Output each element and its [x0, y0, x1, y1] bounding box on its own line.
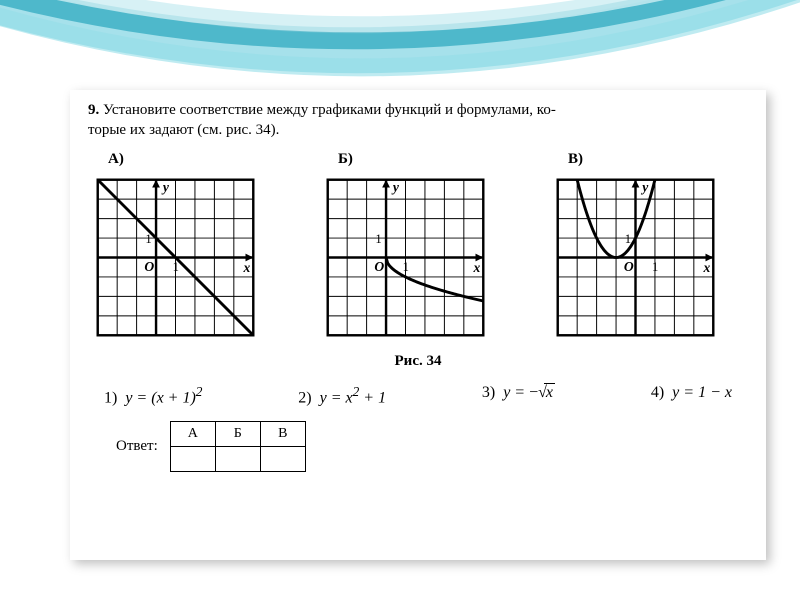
svg-text:O: O	[144, 259, 154, 274]
problem-statement: 9. Установите соответствие между графика…	[88, 100, 748, 141]
svg-text:1: 1	[652, 260, 658, 274]
svg-text:x: x	[703, 260, 711, 275]
svg-text:1: 1	[625, 231, 631, 245]
svg-text:1: 1	[173, 260, 179, 274]
answer-header-A: А	[170, 421, 215, 446]
answer-table: А Б В	[170, 421, 306, 472]
answer-header-B: Б	[215, 421, 260, 446]
graph-B-label: Б)	[318, 151, 518, 168]
svg-text:1: 1	[375, 231, 381, 245]
graphs-row: А) Ox y 1 1 Б) Ox y 1 1 В) Ox y 1 1	[88, 151, 748, 345]
graph-B-svg: Ox y 1 1	[318, 170, 493, 345]
problem-line2: торые их задают (см. рис. 34).	[88, 122, 279, 138]
answer-label: Ответ:	[116, 438, 158, 455]
answer-cell-A[interactable]	[170, 446, 215, 471]
graph-V-svg: Ox y 1 1	[548, 170, 723, 345]
graph-A-svg: Oxy11	[88, 170, 263, 345]
formulas-row: 1) y = (x + 1)2 2) y = x2 + 1 3) y = −x …	[104, 384, 732, 407]
graph-A: А) Oxy11	[88, 151, 288, 345]
svg-text:x: x	[243, 260, 251, 275]
formula-3: 3) y = −x	[482, 384, 555, 407]
figure-caption: Рис. 34	[88, 353, 748, 370]
answer-header-V: В	[260, 421, 305, 446]
svg-text:y: y	[391, 179, 400, 194]
svg-text:y: y	[161, 179, 170, 194]
svg-text:1: 1	[403, 260, 409, 274]
answer-cell-B[interactable]	[215, 446, 260, 471]
problem-line1: Установите соответствие между графиками …	[103, 102, 556, 118]
graph-A-label: А)	[88, 151, 288, 168]
svg-text:O: O	[624, 259, 634, 274]
problem-number: 9.	[88, 102, 99, 118]
slide-card: 9. Установите соответствие между графика…	[70, 90, 766, 560]
answer-row: Ответ: А Б В	[116, 421, 748, 472]
svg-text:y: y	[640, 179, 649, 194]
svg-text:x: x	[473, 260, 481, 275]
formula-4: 4) y = 1 − x	[651, 384, 732, 407]
answer-cell-V[interactable]	[260, 446, 305, 471]
svg-text:O: O	[374, 259, 384, 274]
formula-2: 2) y = x2 + 1	[298, 384, 386, 407]
graph-B: Б) Ox y 1 1	[318, 151, 518, 345]
graph-V: В) Ox y 1 1	[548, 151, 748, 345]
formula-1: 1) y = (x + 1)2	[104, 384, 202, 407]
graph-V-label: В)	[548, 151, 748, 168]
